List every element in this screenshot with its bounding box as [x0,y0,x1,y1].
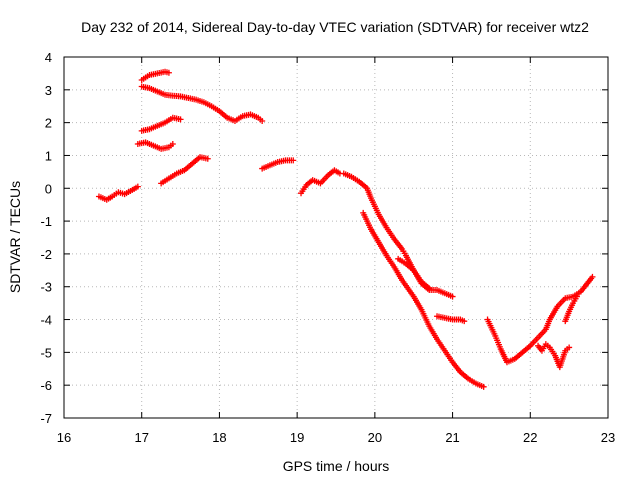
data-series [95,68,596,390]
x-tick-label: 21 [445,430,459,445]
x-tick-label: 22 [523,430,537,445]
chart-title: Day 232 of 2014, Sidereal Day-to-day VTE… [81,19,589,35]
data-point [426,285,433,292]
y-tick-label: -7 [40,411,52,426]
data-point [134,183,141,190]
series-arc-15 [562,293,580,325]
series-arc-12 [434,313,468,325]
series-arc-10 [360,209,487,390]
y-tick-label: -5 [40,345,52,360]
y-tick-label: -4 [40,313,52,328]
series-arc-5 [134,139,176,152]
axis-ticks [63,56,609,419]
data-point [589,273,596,280]
series-arc-2 [138,68,172,83]
x-tick-label: 23 [601,430,615,445]
data-point [177,116,184,123]
data-point [290,157,297,164]
series-arc-11 [395,255,433,292]
series-arc-8 [298,167,343,197]
y-tick-label: -3 [40,280,52,295]
series-arc-7 [259,157,297,172]
y-tick-label: 3 [45,83,52,98]
y-tick-label: -2 [40,247,52,262]
data-point [480,383,487,390]
y-axis-label: SDTVAR / TECUs [7,181,23,293]
series-arc-9 [340,170,456,300]
grid-lines [64,57,608,418]
y-tick-label: -6 [40,378,52,393]
x-axis-label: GPS time / hours [283,458,390,474]
data-point [204,155,211,162]
x-tick-label: 16 [57,430,71,445]
plot-frame [63,56,609,419]
data-point [165,69,172,76]
y-tick-label: 1 [45,148,52,163]
series-arc-3 [138,83,266,124]
x-tick-label: 20 [368,430,382,445]
x-tick-label: 17 [134,430,148,445]
y-tick-label: 0 [45,181,52,196]
data-point [169,140,176,147]
series-arc-1 [95,183,141,203]
data-point [449,293,456,300]
data-point [259,117,266,124]
data-point [573,293,580,300]
data-point [566,344,573,351]
x-tick-label: 18 [212,430,226,445]
series-arc-4 [138,114,184,134]
x-tick-label: 19 [290,430,304,445]
series-arc-6 [158,154,211,187]
series-arc-14 [535,341,573,371]
y-tick-label: -1 [40,214,52,229]
data-point [461,318,468,325]
series-arc-13 [484,273,596,366]
y-tick-label: 2 [45,116,52,131]
y-tick-label: 4 [45,50,52,65]
